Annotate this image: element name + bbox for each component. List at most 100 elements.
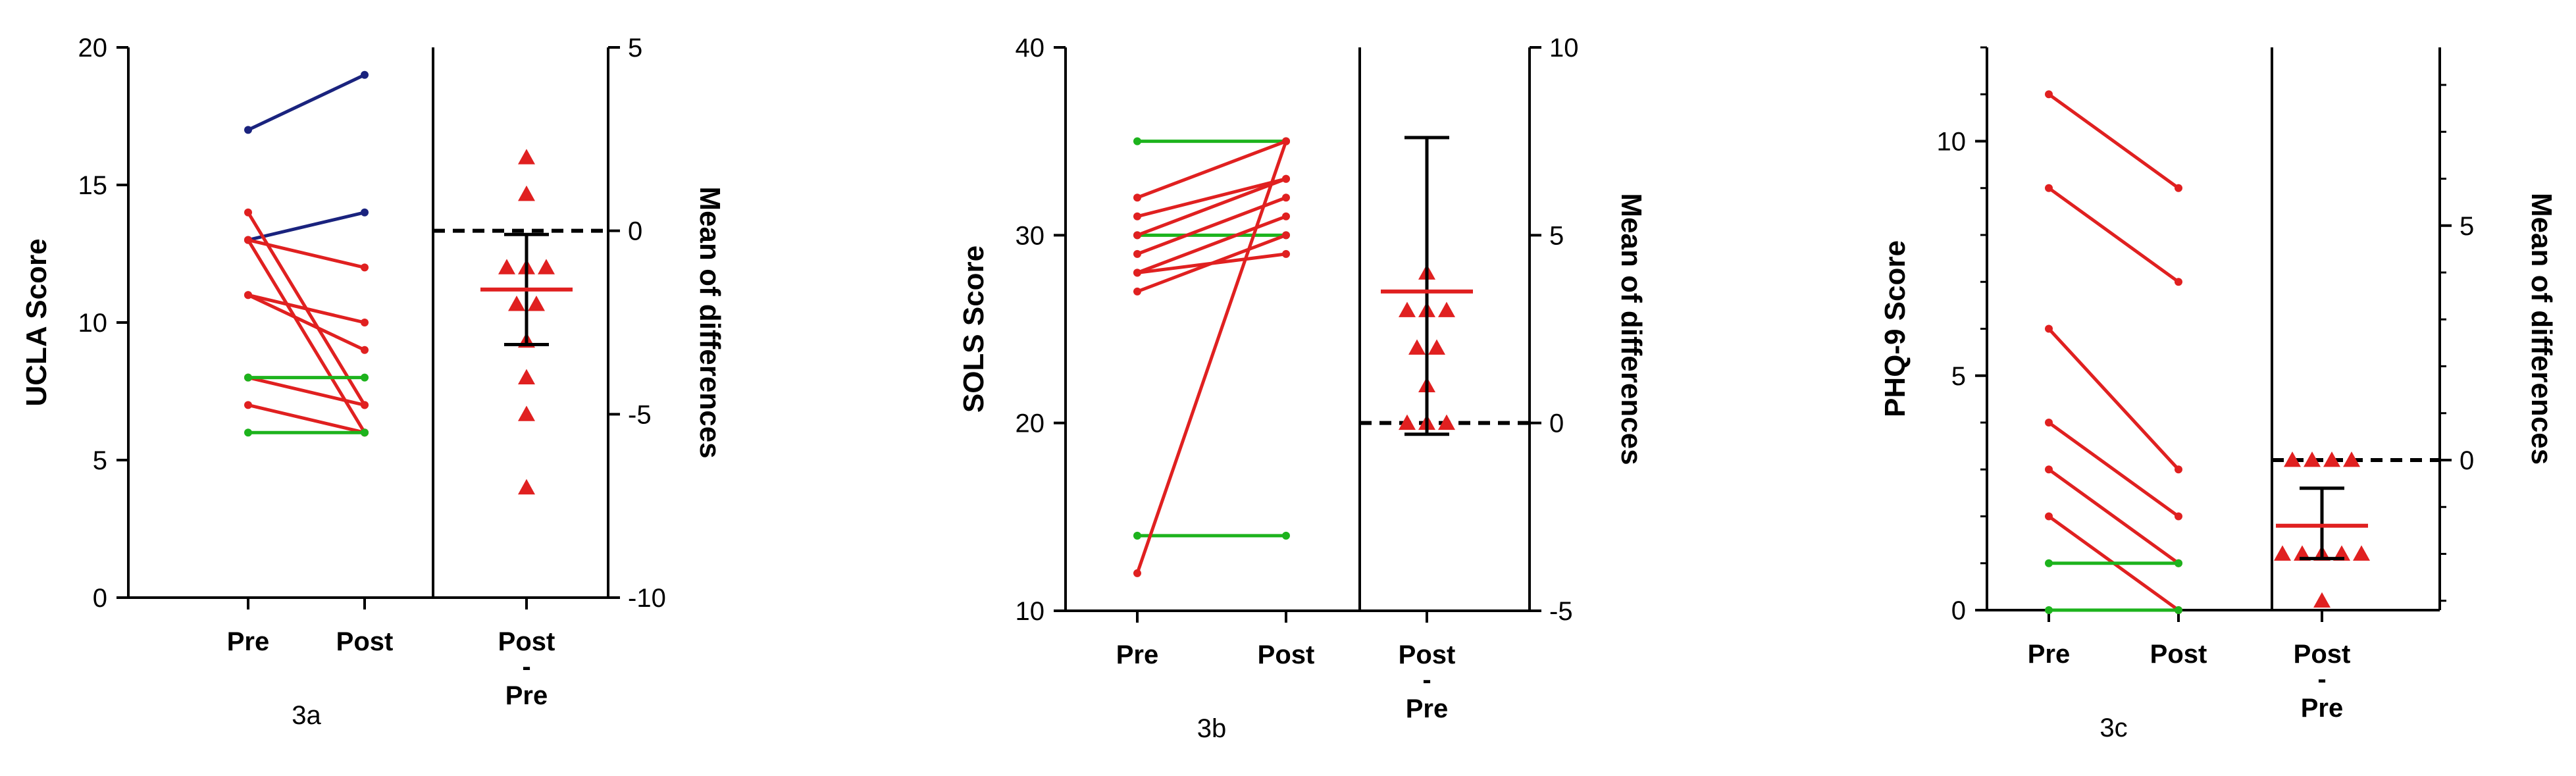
- pair-line: [1137, 177, 1287, 237]
- left-y-tick-label: 0: [93, 584, 107, 613]
- pre-point: [1133, 249, 1141, 258]
- post-point: [2175, 512, 2182, 521]
- pre-point: [244, 291, 252, 299]
- difference-marker: [498, 259, 515, 274]
- pair-line: [2048, 468, 2180, 565]
- post-point: [361, 70, 369, 79]
- difference-marker: [2343, 452, 2360, 467]
- difference-marker: [518, 479, 535, 495]
- right-y-axis-title: Mean of differences: [2525, 193, 2558, 465]
- difference-marker: [2284, 452, 2301, 467]
- pair-line: [1137, 215, 1287, 274]
- difference-marker: [1408, 339, 1426, 355]
- difference-marker: [528, 296, 545, 311]
- pair-line: [247, 293, 365, 324]
- x-tick-label-pre: Pre: [227, 627, 270, 656]
- diff-label-dash: -: [2317, 665, 2326, 694]
- pair-line: [247, 403, 365, 434]
- left-y-axis-title: UCLA Score: [20, 238, 53, 406]
- left-y-tick-label: 30: [1016, 221, 1045, 250]
- diff-label-pre: Pre: [2301, 694, 2344, 723]
- x-tick-label-pre: Pre: [2028, 640, 2071, 669]
- difference-marker: [518, 369, 535, 384]
- difference-marker: [538, 259, 555, 274]
- post-point: [2175, 465, 2182, 474]
- right-y-tick-label: -5: [628, 400, 652, 429]
- diff-label-pre: Pre: [1406, 694, 1449, 723]
- right-y-tick-label: -5: [1549, 597, 1573, 626]
- right-y-tick-label: 0: [2460, 446, 2474, 475]
- pre-point: [2045, 324, 2053, 333]
- panel-label: 3a: [292, 701, 321, 730]
- pair-line: [2048, 327, 2180, 471]
- difference-marker: [1399, 414, 1416, 430]
- left-y-axis-title: SOLS Score: [958, 246, 990, 413]
- right-y-tick-label: 10: [1549, 34, 1579, 63]
- right-y-axis-title: Mean of differences: [1615, 193, 1647, 465]
- pair-line: [247, 238, 365, 269]
- post-point: [1282, 231, 1290, 240]
- right-y-axis-title: Mean of differences: [694, 186, 726, 458]
- pre-point: [1133, 269, 1141, 277]
- right-y-tick-label: 5: [2460, 212, 2474, 241]
- right-y-tick-label: 5: [628, 34, 642, 63]
- difference-marker: [2304, 452, 2321, 467]
- pair-line: [2048, 421, 2180, 518]
- pre-point: [1133, 137, 1141, 145]
- difference-marker: [2313, 592, 2331, 608]
- pre-point: [2045, 90, 2053, 99]
- pair-line: [2048, 93, 2180, 190]
- pair-line: [247, 73, 366, 132]
- pre-point: [2045, 559, 2053, 567]
- pre-point: [244, 401, 252, 409]
- panel-label: 3c: [2099, 713, 2127, 742]
- left-y-tick-label: 10: [78, 309, 108, 338]
- x-tick-label-post: Post: [336, 627, 394, 656]
- left-y-tick-label: 20: [1016, 409, 1045, 438]
- difference-marker: [518, 405, 535, 421]
- difference-marker: [2274, 545, 2291, 561]
- pair-line: [1137, 252, 1287, 274]
- left-y-tick-label: 5: [93, 446, 107, 475]
- diff-label-post: Post: [498, 627, 555, 656]
- difference-marker: [1438, 301, 1455, 317]
- panel-label: 3b: [1197, 714, 1227, 743]
- right-y-tick-label: 0: [628, 217, 642, 246]
- x-tick-label-post: Post: [2150, 640, 2207, 669]
- left-y-tick-label: 20: [78, 34, 108, 63]
- diff-label-dash: -: [522, 652, 530, 681]
- post-point: [2175, 278, 2182, 286]
- right-y-tick-label: -10: [628, 584, 666, 613]
- post-point: [361, 373, 369, 382]
- difference-marker: [2353, 545, 2370, 561]
- post-point: [361, 263, 369, 272]
- difference-marker: [508, 296, 525, 311]
- pre-point: [244, 373, 252, 382]
- post-point: [361, 319, 369, 326]
- pre-point: [1133, 212, 1141, 220]
- pre-point: [1133, 531, 1141, 540]
- x-tick-label-post: Post: [1258, 640, 1315, 669]
- pair-line: [1137, 140, 1287, 199]
- left-y-tick-label: 10: [1937, 128, 1967, 157]
- pre-point: [244, 236, 252, 244]
- post-point: [1282, 194, 1290, 202]
- pre-point: [2045, 606, 2053, 614]
- pair-line: [2048, 186, 2180, 284]
- post-point: [2175, 559, 2182, 567]
- left-y-tick-label: 5: [1951, 362, 1966, 391]
- post-point: [361, 208, 369, 217]
- pair-line: [1137, 195, 1287, 256]
- pre-point: [1133, 194, 1141, 202]
- post-point: [1282, 137, 1290, 145]
- pair-line: [247, 211, 365, 242]
- pair-line: [1135, 140, 1288, 574]
- difference-marker: [518, 185, 535, 201]
- post-point: [2175, 606, 2182, 614]
- post-point: [1282, 531, 1290, 540]
- difference-marker: [1438, 414, 1455, 430]
